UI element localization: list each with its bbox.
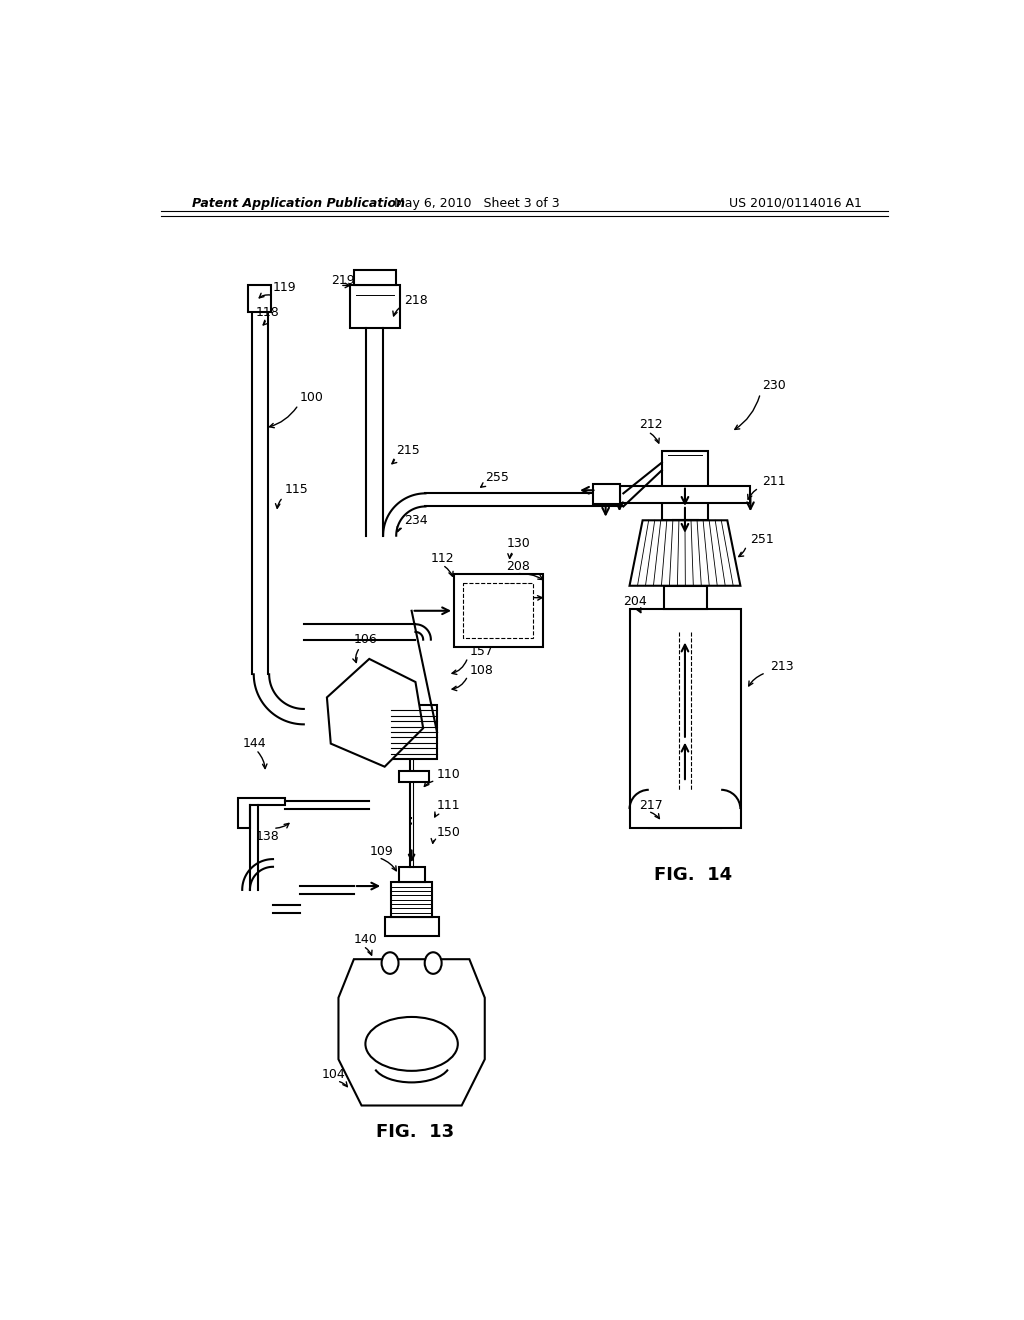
Polygon shape xyxy=(339,960,484,1106)
Text: 204: 204 xyxy=(624,594,647,607)
Text: 100: 100 xyxy=(300,391,324,404)
Text: US 2010/0114016 A1: US 2010/0114016 A1 xyxy=(729,197,862,210)
Text: 112: 112 xyxy=(431,552,455,565)
Text: 251: 251 xyxy=(751,533,774,546)
Text: 209: 209 xyxy=(506,582,530,594)
Text: 234: 234 xyxy=(403,513,428,527)
Text: 115: 115 xyxy=(285,483,308,496)
Text: 111: 111 xyxy=(437,799,461,812)
Text: 217: 217 xyxy=(639,799,663,812)
Polygon shape xyxy=(630,520,740,586)
Text: 157: 157 xyxy=(469,644,494,657)
Text: FIG.  14: FIG. 14 xyxy=(653,866,732,883)
Bar xyxy=(665,586,707,609)
Ellipse shape xyxy=(366,1016,458,1071)
Text: 230: 230 xyxy=(762,379,785,392)
Bar xyxy=(350,285,400,327)
Text: 218: 218 xyxy=(403,294,428,308)
Text: 219: 219 xyxy=(331,273,354,286)
Bar xyxy=(249,285,271,313)
Bar xyxy=(593,484,620,504)
Text: 108: 108 xyxy=(469,664,494,677)
Ellipse shape xyxy=(425,952,441,974)
Bar xyxy=(630,609,741,829)
Bar xyxy=(398,867,425,882)
Text: 140: 140 xyxy=(354,933,378,946)
Text: 106: 106 xyxy=(354,634,378,647)
Text: 150: 150 xyxy=(437,825,461,838)
Text: 109: 109 xyxy=(370,845,393,858)
Text: 110: 110 xyxy=(437,768,461,781)
Text: 119: 119 xyxy=(273,281,297,294)
Bar xyxy=(454,574,543,647)
Bar xyxy=(385,917,438,936)
Text: 118: 118 xyxy=(255,306,280,319)
Ellipse shape xyxy=(382,952,398,974)
Text: 130: 130 xyxy=(506,537,530,550)
Text: 208: 208 xyxy=(506,560,530,573)
Polygon shape xyxy=(327,659,423,767)
Polygon shape xyxy=(239,797,285,829)
Text: 215: 215 xyxy=(396,445,420,458)
Bar xyxy=(620,486,751,503)
Bar xyxy=(391,882,432,917)
Text: 138: 138 xyxy=(256,829,280,842)
Text: Patent Application Publication: Patent Application Publication xyxy=(193,197,406,210)
Text: 212: 212 xyxy=(639,417,663,430)
Text: 255: 255 xyxy=(484,471,509,484)
Text: 144: 144 xyxy=(243,737,266,750)
Bar xyxy=(391,705,437,759)
Bar xyxy=(354,271,396,285)
Text: 213: 213 xyxy=(770,660,794,673)
Text: FIG.  13: FIG. 13 xyxy=(377,1123,455,1142)
Text: 104: 104 xyxy=(322,1068,345,1081)
Bar xyxy=(662,451,708,520)
Text: May 6, 2010   Sheet 3 of 3: May 6, 2010 Sheet 3 of 3 xyxy=(394,197,560,210)
Bar xyxy=(398,771,429,781)
Text: 211: 211 xyxy=(762,475,785,488)
Bar xyxy=(463,583,534,638)
